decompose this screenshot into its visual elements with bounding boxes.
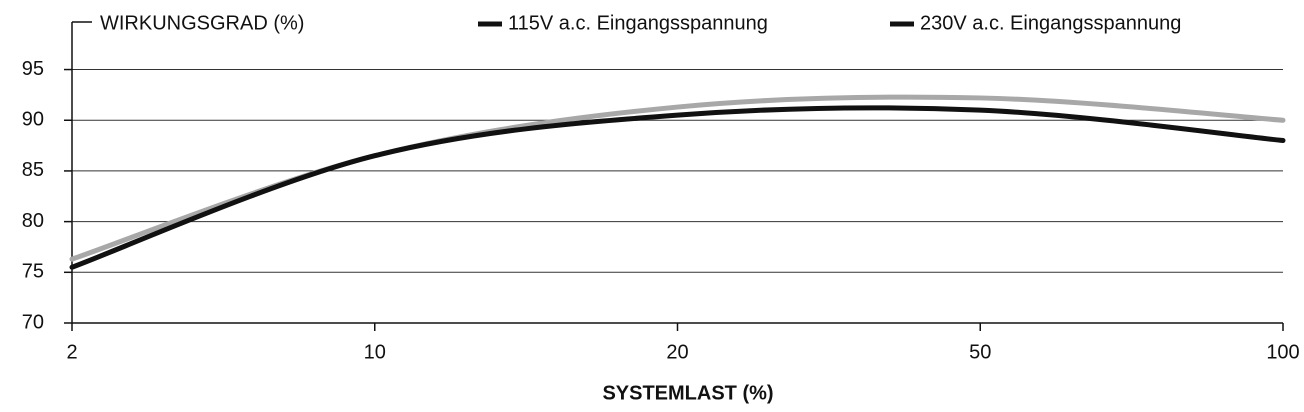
x-tick-label: 20 [666, 341, 688, 363]
y-tick-label: 85 [22, 159, 44, 181]
y-tick-label: 90 [22, 109, 44, 131]
legend-label: 230V a.c. Eingangsspannung [920, 12, 1181, 34]
y-axis-label: WIRKUNGSGRAD (%) [100, 12, 304, 34]
series-line [69, 105, 1286, 270]
y-tick-label: 95 [22, 58, 44, 80]
x-tick-label: 10 [364, 341, 386, 363]
y-tick-label: 80 [22, 210, 44, 232]
legend-label: 115V a.c. Eingangsspannung [508, 12, 768, 34]
x-tick-label: 50 [969, 341, 991, 363]
x-tick-label: 100 [1266, 341, 1299, 363]
y-tick-label: 75 [22, 261, 44, 283]
y-tick-label: 70 [22, 311, 44, 333]
x-axis-label: SYSTEMLAST (%) [602, 382, 773, 404]
x-tick-label: 2 [66, 341, 77, 363]
